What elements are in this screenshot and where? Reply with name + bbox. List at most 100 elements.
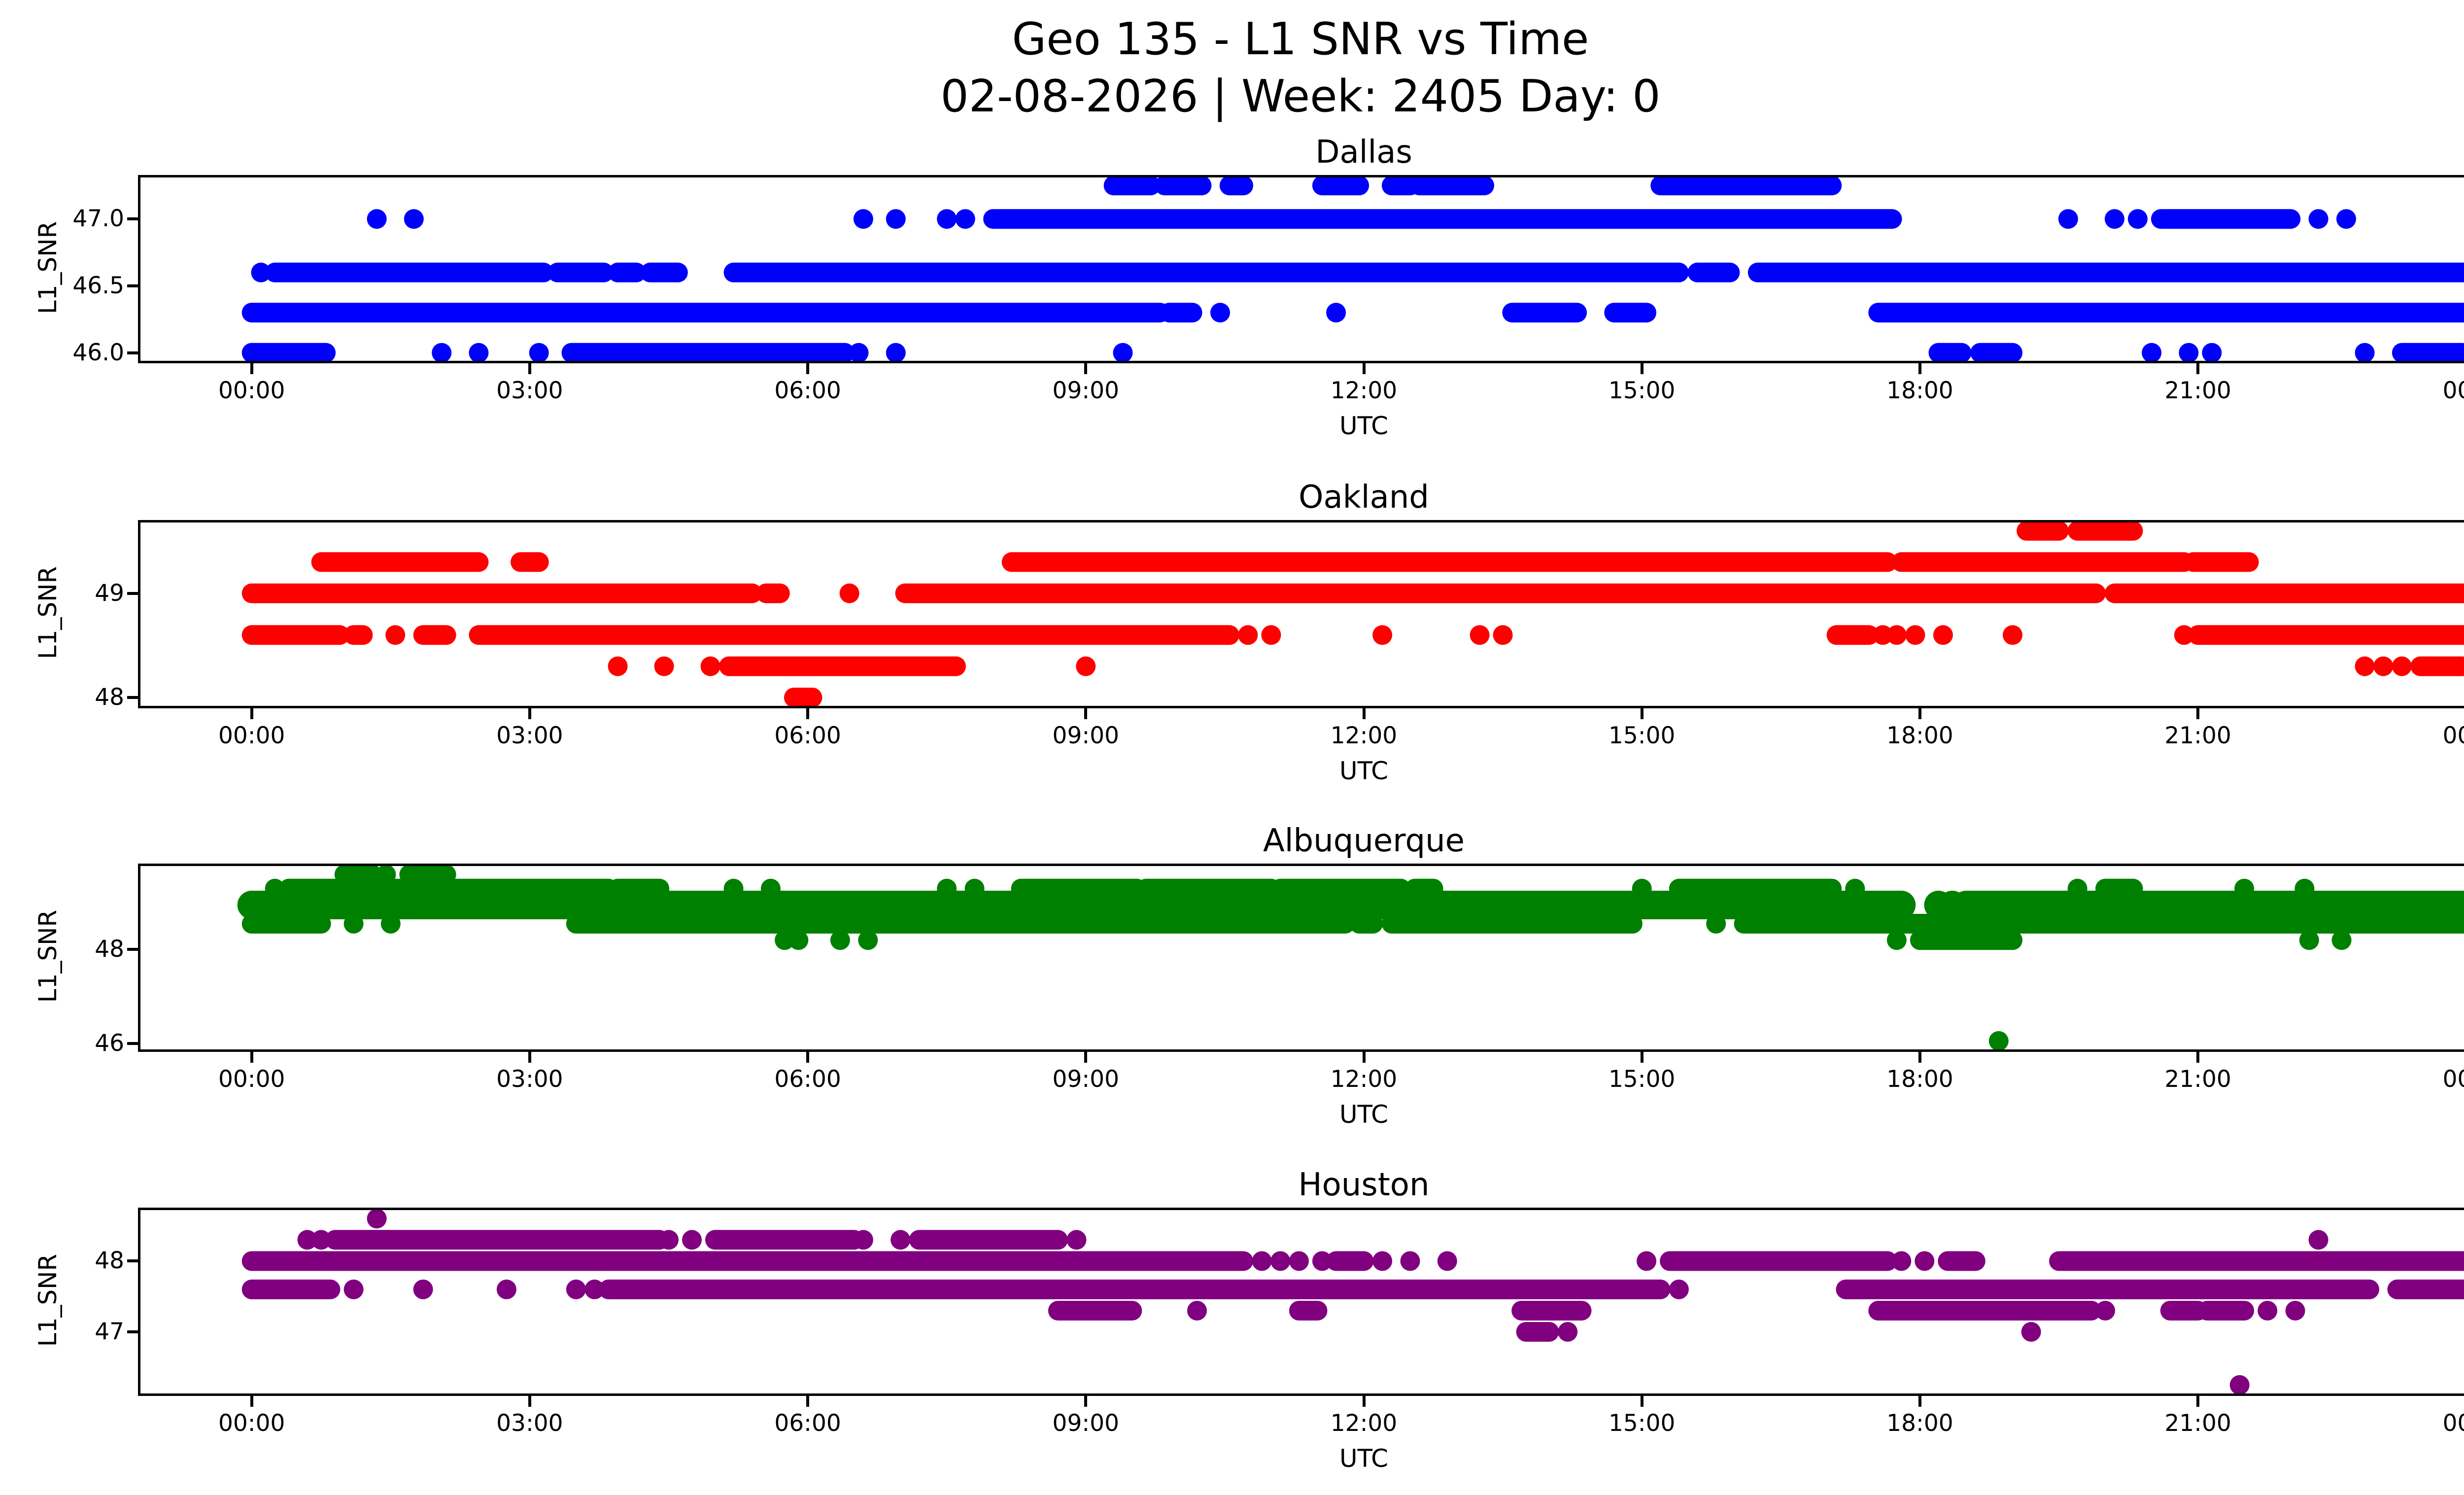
scatter-dot [1905,625,1925,645]
scatter-dot [2067,878,2088,899]
scatter-dot [830,930,850,950]
subplot-title: Albuquerque [1263,823,1465,859]
x-tick-label: 21:00 [2164,377,2231,404]
x-tick-label: 18:00 [1886,1410,1953,1437]
scatter-dot [890,1230,911,1250]
x-tick-label: 06:00 [774,722,841,749]
scatter-dot [2308,209,2328,229]
scatter-dot [2229,1375,2250,1393]
scatter-dot [1210,303,1230,323]
x-tick-label: 15:00 [1608,377,1676,404]
x-tick-mark [2196,1052,2200,1063]
y-tick-mark [127,696,138,699]
x-tick-mark [528,1052,531,1063]
axes-area [138,520,2464,708]
scatter-plot [241,522,2464,706]
scatter-dot [853,209,873,229]
x-tick-mark [1918,708,1921,719]
scatter-dot [1873,625,1893,645]
x-tick-label: 21:00 [2164,1066,2231,1093]
scatter-dot [1437,1251,1457,1271]
scatter-dot [1558,1322,1578,1342]
scatter-dot [858,930,878,950]
y-tick-mark [127,591,138,595]
scatter-dot [1886,930,1907,950]
scatter-dot [2392,656,2412,676]
scatter-dot [2294,878,2315,899]
x-tick-mark [1084,363,1088,374]
scatter-dot [1066,1230,1087,1250]
scatter-dot [1289,1251,1309,1271]
y-tick-mark [127,351,138,354]
scatter-plot [241,177,2464,361]
scatter-dot [2058,209,2078,229]
x-tick-label: 00:00 [2442,722,2464,749]
x-tick-mark [1084,708,1088,719]
y-tick-mark [127,948,138,951]
scatter-dot [529,343,549,361]
axes-area [138,1208,2464,1396]
scatter-dot [376,866,396,885]
x-tick-mark [806,1396,810,1407]
x-tick-label: 03:00 [496,722,563,749]
scatter-dot [839,583,859,603]
y-tick-label: 46.0 [72,339,124,366]
x-tick-label: 18:00 [1886,1066,1953,1093]
scatter-dot [1076,656,1096,676]
x-tick-mark [1918,1052,1921,1063]
scatter-dot [2021,1322,2041,1342]
scatter-dot [853,1230,873,1250]
x-tick-mark [1362,1052,1366,1063]
scatter-dot [1270,1251,1291,1271]
y-axis-label: L1_SNR [34,909,62,1003]
scatter-dot [367,209,387,229]
scatter-dot [380,914,401,934]
scatter-dot [2285,1301,2305,1321]
x-tick-mark [528,708,531,719]
scatter-dot [1238,625,1258,645]
axes-area [138,175,2464,363]
x-tick-label: 09:00 [1052,1066,1119,1093]
x-tick-label: 03:00 [496,1410,563,1437]
y-tick-label: 49 [95,579,124,607]
x-tick-mark [1362,708,1366,719]
x-tick-label: 21:00 [2164,722,2231,749]
axes-area [138,864,2464,1052]
x-tick-mark [250,1052,253,1063]
scatter-dot [849,343,869,361]
scatter-dot [775,930,795,950]
scatter-dot [886,209,906,229]
figure-title-line1: Geo 135 - L1 SNR vs Time [1012,13,1589,65]
scatter-dot [311,1230,331,1250]
x-tick-mark [806,1052,810,1063]
scatter-dot [1706,914,1726,934]
scatter-dot [2355,343,2375,361]
x-tick-label: 15:00 [1608,1066,1676,1093]
x-tick-mark [2196,1396,2200,1407]
x-tick-label: 12:00 [1330,377,1398,404]
x-tick-label: 00:00 [218,722,285,749]
y-tick-label: 47 [95,1318,124,1346]
scatter-dot [1915,1251,1935,1271]
x-axis-label: UTC [1339,1100,1389,1129]
x-tick-label: 00:00 [218,377,285,404]
x-tick-label: 03:00 [496,1066,563,1093]
x-tick-label: 00:00 [2442,377,2464,404]
scatter-dot [566,1279,586,1299]
x-tick-label: 03:00 [496,377,563,404]
x-tick-mark [1362,363,1366,374]
scatter-dot [2127,209,2148,229]
y-tick-mark [127,1330,138,1334]
scatter-dot [1632,878,1652,899]
scatter-dot [1669,1279,1689,1299]
x-tick-mark [1918,1396,1921,1407]
scatter-dot [1400,1251,1420,1271]
scatter-dot [2003,625,2022,645]
scatter-dot [2234,878,2255,899]
x-tick-mark [1640,363,1643,374]
x-tick-mark [2196,708,2200,719]
figure-title-line2: 02-08-2026 | Week: 2405 Day: 0 [940,70,1661,122]
y-tick-label: 48 [95,936,124,963]
